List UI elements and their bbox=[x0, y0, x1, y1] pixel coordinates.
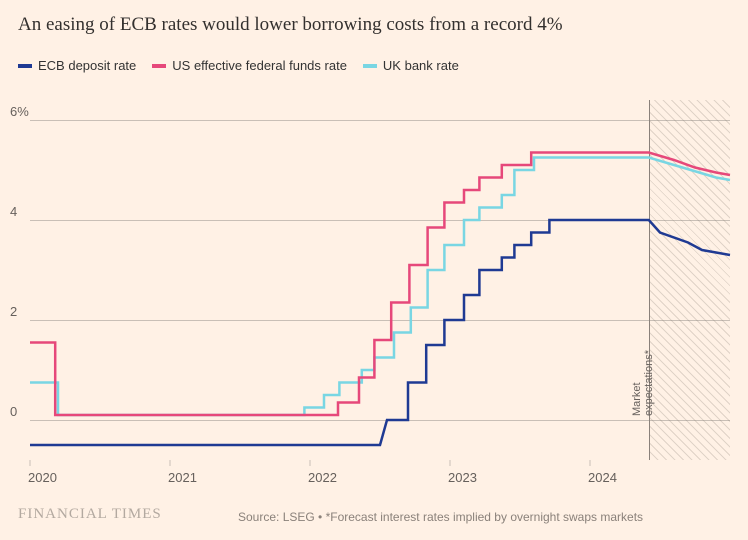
series-ecb bbox=[30, 220, 730, 445]
plot-svg bbox=[0, 0, 748, 500]
footer-brand: FINANCIAL TIMES bbox=[18, 506, 162, 523]
series-fed bbox=[30, 153, 730, 416]
footer-source: Source: LSEG • *Forecast interest rates … bbox=[238, 510, 643, 524]
series-boe bbox=[30, 158, 730, 416]
chart-container: An easing of ECB rates would lower borro… bbox=[0, 0, 748, 540]
